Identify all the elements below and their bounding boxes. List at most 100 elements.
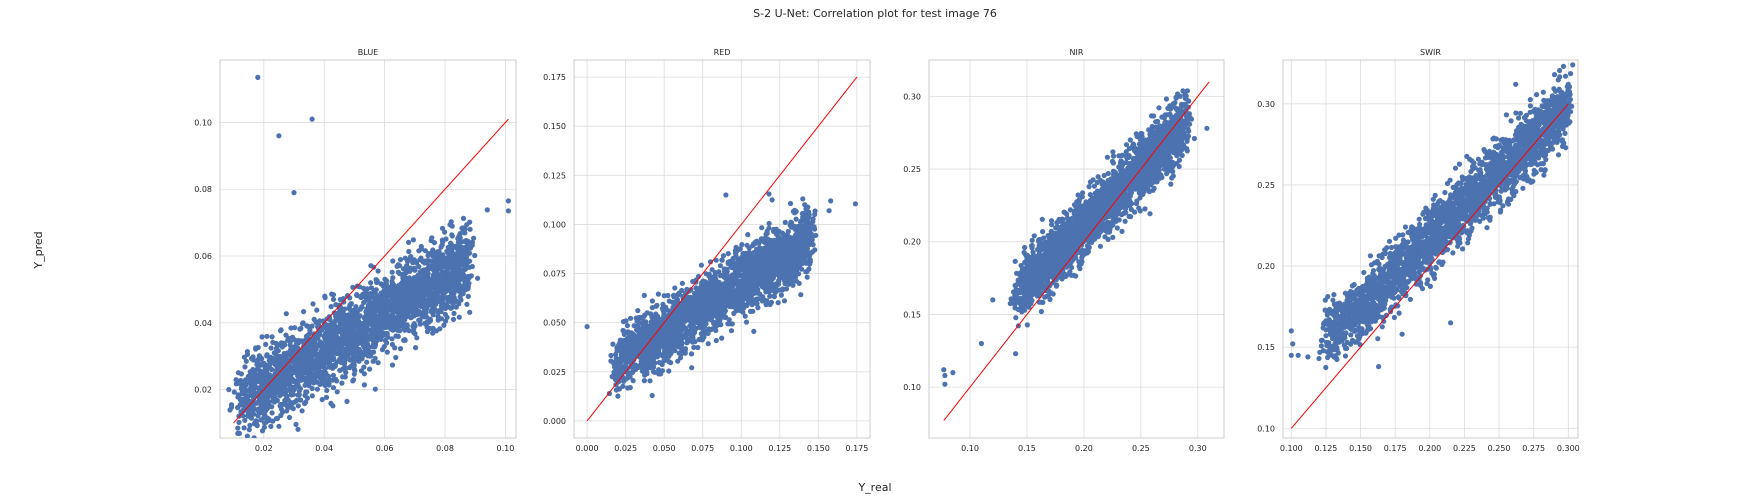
data-point <box>698 262 705 268</box>
data-point <box>326 373 332 379</box>
x-tick-label: 0.08 <box>436 444 454 453</box>
data-point <box>390 301 396 307</box>
data-point <box>448 219 454 225</box>
data-point <box>301 309 307 315</box>
data-point <box>421 267 427 273</box>
data-point <box>381 287 387 293</box>
data-point <box>295 383 301 389</box>
data-point <box>751 328 757 334</box>
data-point <box>361 299 367 306</box>
data-point <box>289 378 295 384</box>
data-point <box>438 279 444 285</box>
data-point <box>672 285 678 291</box>
data-point <box>463 262 469 268</box>
data-point <box>375 323 381 329</box>
data-point <box>472 252 478 259</box>
data-point <box>373 300 380 306</box>
data-point <box>440 252 446 258</box>
data-point <box>235 392 241 398</box>
data-point <box>439 242 445 248</box>
data-point <box>299 408 305 414</box>
data-point <box>741 305 747 311</box>
data-point <box>330 296 337 302</box>
data-point <box>354 313 360 320</box>
data-point <box>403 314 409 320</box>
data-point <box>324 387 330 393</box>
data-point <box>812 226 818 232</box>
data-point <box>728 328 735 334</box>
data-point <box>245 373 251 379</box>
data-point <box>249 379 255 385</box>
data-point <box>444 267 450 273</box>
data-point <box>344 398 350 404</box>
data-point <box>261 391 267 397</box>
data-point <box>417 321 423 327</box>
data-point <box>324 349 330 355</box>
data-point <box>363 330 369 336</box>
data-point <box>359 304 365 310</box>
data-point <box>335 351 342 357</box>
data-point <box>357 333 363 339</box>
data-point <box>362 347 369 353</box>
data-point <box>404 326 410 332</box>
data-point <box>239 389 245 395</box>
data-point <box>416 248 422 254</box>
data-point <box>450 316 457 322</box>
data-point <box>783 249 790 255</box>
subplot-blue: 0.02 0.04 0.06 0.08 0.100.020.040.060.080.10… <box>194 48 517 453</box>
data-point <box>330 403 336 409</box>
data-point <box>280 381 286 387</box>
data-point <box>683 299 689 305</box>
data-point <box>749 302 755 308</box>
data-point <box>340 374 346 380</box>
data-point <box>623 337 629 343</box>
data-point <box>475 275 481 281</box>
data-point <box>683 329 689 336</box>
data-point <box>665 351 672 357</box>
data-point <box>396 311 402 317</box>
data-point <box>764 230 770 236</box>
data-point <box>317 332 323 338</box>
y-axis-label: Y_pred <box>32 231 45 269</box>
data-point <box>736 272 743 278</box>
data-point <box>235 430 241 436</box>
data-point <box>341 353 347 359</box>
data-point <box>763 302 769 308</box>
data-point <box>324 340 330 346</box>
data-point <box>424 281 430 287</box>
data-point <box>456 282 462 288</box>
data-point <box>297 365 303 371</box>
data-point <box>437 273 443 279</box>
data-point <box>278 412 284 419</box>
data-point <box>400 275 406 281</box>
data-point <box>307 345 313 351</box>
data-point <box>735 257 741 263</box>
data-point <box>356 326 362 332</box>
data-point <box>380 282 386 288</box>
data-point <box>754 300 760 307</box>
data-point <box>372 312 378 318</box>
data-point <box>272 361 278 367</box>
data-point <box>293 421 299 427</box>
data-point <box>397 320 403 326</box>
data-point <box>309 393 315 399</box>
data-point <box>681 346 687 353</box>
data-point <box>429 265 435 271</box>
data-point <box>426 251 432 257</box>
data-point <box>717 316 723 322</box>
data-point <box>426 287 432 293</box>
data-point <box>277 328 284 334</box>
data-point <box>321 365 327 371</box>
data-point <box>464 222 470 228</box>
data-point <box>706 271 712 277</box>
data-point <box>297 397 303 403</box>
data-point <box>379 312 385 318</box>
data-point <box>256 373 262 379</box>
data-point <box>656 359 662 366</box>
data-point <box>336 336 342 342</box>
data-point <box>304 379 310 385</box>
data-point <box>287 384 293 391</box>
data-point <box>244 349 250 355</box>
data-point <box>742 266 748 272</box>
data-point <box>434 289 441 295</box>
